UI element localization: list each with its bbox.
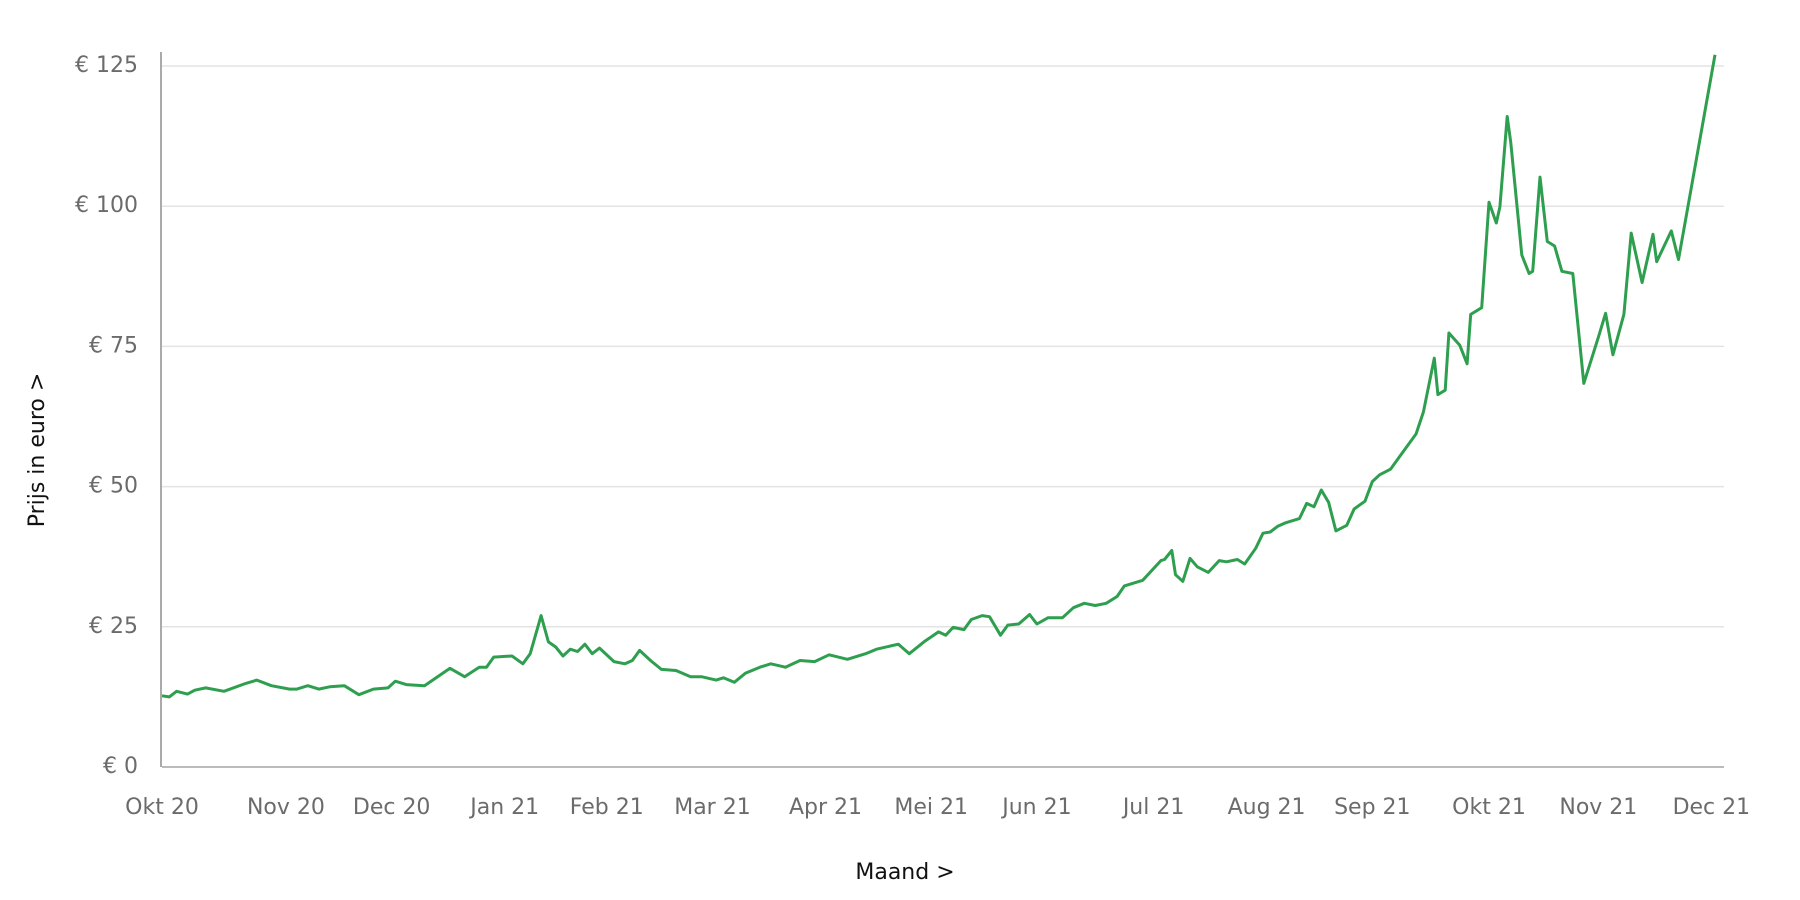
- x-tick-label: Dec 20: [353, 795, 431, 820]
- x-tick-label: Aug 21: [1228, 795, 1306, 820]
- y-tick-label: € 125: [75, 53, 138, 78]
- x-tick-label: Apr 21: [789, 795, 862, 820]
- y-tick-label: € 50: [89, 474, 138, 499]
- x-tick-label: Nov 21: [1559, 795, 1637, 820]
- y-tick-label: € 25: [89, 614, 138, 639]
- x-tick-label: Sep 21: [1334, 795, 1410, 820]
- y-tick-label: € 75: [89, 333, 138, 358]
- x-axis-label: Maand >: [855, 860, 954, 885]
- x-tick-label: Jul 21: [1121, 795, 1185, 820]
- x-tick-label: Okt 21: [1452, 795, 1526, 820]
- x-tick-label: Mei 21: [894, 795, 968, 820]
- x-tick-label: Okt 20: [125, 795, 199, 820]
- x-tick-label: Jan 21: [468, 795, 539, 820]
- x-tick-label: Nov 20: [247, 795, 325, 820]
- x-tick-label: Feb 21: [570, 795, 644, 820]
- y-tick-label: € 100: [75, 193, 138, 218]
- price-line: [161, 54, 1717, 699]
- x-tick-label: Jun 21: [1000, 795, 1071, 820]
- y-tick-label: € 0: [103, 754, 138, 779]
- x-tick-label: Dec 21: [1673, 795, 1751, 820]
- x-tick-label: Mar 21: [674, 795, 751, 820]
- y-axis-label: Prijs in euro >: [25, 373, 50, 528]
